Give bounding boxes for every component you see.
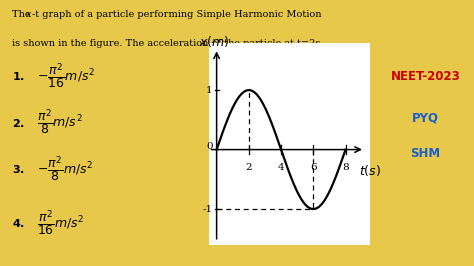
Text: $-\dfrac{\pi^2}{16}m/s^2$: $-\dfrac{\pi^2}{16}m/s^2$ xyxy=(37,61,95,91)
Text: 6: 6 xyxy=(310,163,317,172)
Text: -1: -1 xyxy=(202,205,212,214)
Text: $\dfrac{\pi^2}{8}m/s^2$: $\dfrac{\pi^2}{8}m/s^2$ xyxy=(37,108,82,138)
Text: x: x xyxy=(27,10,32,19)
Text: $-\dfrac{\pi^2}{8}m/s^2$: $-\dfrac{\pi^2}{8}m/s^2$ xyxy=(37,154,93,184)
Text: $t(s)$: $t(s)$ xyxy=(359,163,381,178)
Text: $\mathbf{2.}$: $\mathbf{2.}$ xyxy=(12,117,25,129)
Text: $x(m)$: $x(m)$ xyxy=(199,34,229,49)
Text: PYQ: PYQ xyxy=(412,111,439,124)
Text: $\mathbf{3.}$: $\mathbf{3.}$ xyxy=(12,163,25,175)
Text: 1: 1 xyxy=(206,86,212,95)
Text: $\dfrac{\pi^2}{16}m/s^2$: $\dfrac{\pi^2}{16}m/s^2$ xyxy=(37,209,84,238)
Text: -t graph of a particle performing Simple Harmonic Motion: -t graph of a particle performing Simple… xyxy=(32,10,322,19)
Text: is shown in the figure. The acceleration of the particle at t=2s.: is shown in the figure. The acceleration… xyxy=(12,39,323,48)
Text: 2: 2 xyxy=(246,163,252,172)
Text: 8: 8 xyxy=(342,163,349,172)
Text: SHM: SHM xyxy=(410,147,440,160)
Text: The: The xyxy=(12,10,34,19)
Text: NEET-2023: NEET-2023 xyxy=(391,70,460,83)
Text: 4: 4 xyxy=(278,163,284,172)
Text: $\mathbf{1.}$: $\mathbf{1.}$ xyxy=(12,70,25,82)
Text: $\mathbf{4.}$: $\mathbf{4.}$ xyxy=(12,217,25,229)
Text: 0: 0 xyxy=(206,142,212,151)
